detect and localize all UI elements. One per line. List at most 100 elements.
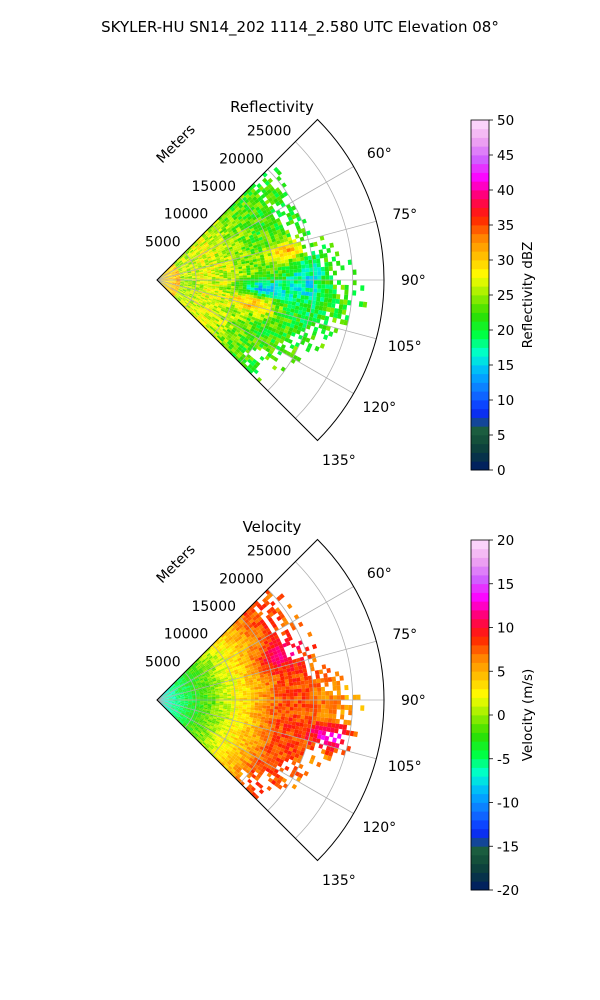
data-cell <box>195 244 200 248</box>
data-cell <box>215 696 220 699</box>
data-cell <box>182 289 187 292</box>
data-cell <box>233 339 238 345</box>
data-cell <box>242 692 247 696</box>
data-cell <box>241 318 247 323</box>
data-cell <box>270 235 276 240</box>
data-cell <box>191 704 196 707</box>
data-cell <box>172 711 176 715</box>
data-cell <box>274 696 279 700</box>
data-cell <box>265 294 270 298</box>
data-cell <box>235 626 241 632</box>
data-cell <box>325 695 330 700</box>
data-cell <box>207 676 212 680</box>
data-cell <box>230 232 235 237</box>
data-cell <box>287 671 292 676</box>
data-cell <box>183 704 188 706</box>
data-cell <box>223 758 229 763</box>
data-cell <box>268 611 275 618</box>
data-cell <box>255 744 261 749</box>
data-cell <box>194 726 199 730</box>
data-cell <box>188 722 193 726</box>
data-cell <box>266 700 271 703</box>
data-cell <box>219 256 225 260</box>
data-cell <box>180 700 185 702</box>
data-cell <box>164 274 168 277</box>
data-cell <box>327 302 332 308</box>
data-cell <box>253 749 259 755</box>
data-cell <box>209 224 214 229</box>
data-cell <box>332 709 337 715</box>
data-cell <box>267 746 273 751</box>
data-cell <box>194 266 199 269</box>
data-cell <box>194 677 199 681</box>
data-cell <box>203 694 208 697</box>
data-cell <box>186 269 191 272</box>
data-cell <box>225 680 230 684</box>
data-cell <box>177 679 181 683</box>
data-cell <box>192 309 197 314</box>
data-cell <box>201 316 206 321</box>
data-cell <box>323 677 329 683</box>
data-cell <box>201 684 206 687</box>
data-cell <box>202 300 208 304</box>
data-cell <box>225 632 230 638</box>
data-cell <box>238 324 243 329</box>
data-cell <box>167 692 172 695</box>
data-cell <box>223 283 228 286</box>
data-cell <box>166 706 170 710</box>
data-cell <box>273 776 279 783</box>
data-cell <box>305 268 310 273</box>
data-cell <box>163 693 167 696</box>
data-cell <box>296 718 301 723</box>
data-cell <box>234 224 240 229</box>
data-cell <box>181 257 185 261</box>
data-cell <box>225 225 230 230</box>
data-cell <box>164 275 168 278</box>
data-cell <box>215 286 220 289</box>
data-cell <box>257 710 263 714</box>
data-cell <box>171 712 176 716</box>
data-cell <box>270 282 275 287</box>
data-cell <box>197 293 202 296</box>
data-cell <box>239 217 245 223</box>
data-cell <box>180 277 185 279</box>
data-cell <box>179 287 184 290</box>
data-cell <box>188 715 193 718</box>
data-cell <box>250 284 255 288</box>
data-cell <box>188 294 193 297</box>
data-cell <box>227 673 232 678</box>
data-cell <box>336 294 341 300</box>
data-cell <box>226 754 232 760</box>
data-cell <box>193 734 198 738</box>
data-cell <box>281 269 286 274</box>
data-cell <box>297 325 303 331</box>
data-cell <box>215 336 220 341</box>
data-cell <box>282 248 288 254</box>
data-cell <box>210 311 215 315</box>
data-cell <box>246 289 251 293</box>
data-cell <box>216 316 221 321</box>
data-cell <box>162 272 167 276</box>
data-cell <box>195 704 200 706</box>
data-cell <box>198 728 203 733</box>
data-cell <box>198 675 203 679</box>
data-cell <box>272 295 278 299</box>
data-cell <box>331 256 337 262</box>
data-cell <box>168 697 173 699</box>
data-cell <box>276 295 282 300</box>
data-cell <box>257 310 263 314</box>
data-cell <box>202 234 207 239</box>
data-cell <box>311 720 317 726</box>
data-cell <box>184 282 189 285</box>
data-cell <box>174 295 178 299</box>
data-cell <box>210 651 215 656</box>
data-cell <box>205 651 210 656</box>
data-cell <box>221 683 226 687</box>
data-cell <box>238 268 243 272</box>
data-cell <box>204 236 209 241</box>
data-cell <box>165 689 169 693</box>
data-cell <box>263 735 269 740</box>
data-cell <box>242 709 247 712</box>
colorbar-tick-label: 20 <box>497 323 514 339</box>
data-cell <box>272 324 278 330</box>
